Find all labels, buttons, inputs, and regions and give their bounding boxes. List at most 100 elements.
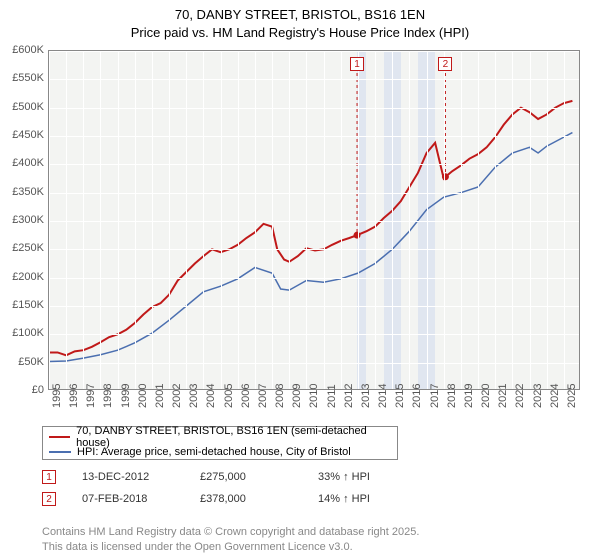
x-axis-label: 2007 (257, 384, 269, 408)
x-axis-label: 2014 (377, 384, 389, 408)
plot-region: 12 (48, 50, 580, 390)
x-axis-label: 2013 (360, 384, 372, 408)
gridline-v (289, 51, 290, 389)
x-axis-label: 2019 (463, 384, 475, 408)
gridline-h (49, 108, 579, 109)
sale-row-badge: 2 (42, 492, 56, 506)
x-axis-label: 2012 (343, 384, 355, 408)
gridline-v (152, 51, 153, 389)
sale-delta: 14% ↑ HPI (318, 493, 418, 505)
x-axis-label: 2010 (308, 384, 320, 408)
chart-title: 70, DANBY STREET, BRISTOL, BS16 1EN Pric… (0, 0, 600, 42)
x-axis-label: 2006 (240, 384, 252, 408)
chart-area: 12 £0£50K£100K£150K£200K£250K£300K£350K£… (48, 50, 580, 390)
gridline-h (49, 164, 579, 165)
sale-delta: 33% ↑ HPI (318, 471, 418, 483)
y-axis-label: £150K (12, 299, 44, 311)
legend-swatch (49, 451, 71, 453)
gridline-v (341, 51, 342, 389)
gridline-v (186, 51, 187, 389)
gridline-h (49, 278, 579, 279)
gridline-v (547, 51, 548, 389)
title-line2: Price paid vs. HM Land Registry's House … (0, 24, 600, 42)
x-axis-label: 1996 (68, 384, 80, 408)
gridline-v (461, 51, 462, 389)
gridline-v (169, 51, 170, 389)
footer-line2: This data is licensed under the Open Gov… (42, 540, 419, 554)
gridline-h (49, 79, 579, 80)
x-axis-label: 2018 (446, 384, 458, 408)
sale-events: 113-DEC-2012£275,00033% ↑ HPI207-FEB-201… (42, 466, 418, 510)
sale-row: 2 07-FEB-2018 £378,000 14% ↑ HPI (42, 488, 418, 510)
gridline-v (135, 51, 136, 389)
chart-container: 70, DANBY STREET, BRISTOL, BS16 1EN Pric… (0, 0, 600, 560)
sale-price: £378,000 (200, 493, 300, 505)
gridline-h (49, 334, 579, 335)
y-axis-label: £350K (12, 186, 44, 198)
gridline-v (49, 51, 50, 389)
x-axis-label: 1995 (51, 384, 63, 408)
x-axis-label: 2009 (291, 384, 303, 408)
sale-row: 113-DEC-2012£275,00033% ↑ HPI (42, 466, 418, 488)
gridline-v (564, 51, 565, 389)
y-axis-label: £550K (12, 72, 44, 84)
x-axis-label: 2022 (514, 384, 526, 408)
gridline-v (83, 51, 84, 389)
x-axis-label: 2011 (326, 384, 338, 408)
x-axis-label: 2025 (566, 384, 578, 408)
gridline-h (49, 306, 579, 307)
legend-label: HPI: Average price, semi-detached house,… (77, 446, 351, 458)
series-line (49, 101, 572, 355)
gridline-v (530, 51, 531, 389)
sale-price: £275,000 (200, 471, 300, 483)
y-axis-label: £100K (12, 327, 44, 339)
y-axis-label: £450K (12, 129, 44, 141)
gridline-v (324, 51, 325, 389)
x-axis-label: 2008 (274, 384, 286, 408)
gridline-h (49, 221, 579, 222)
legend-swatch (49, 436, 70, 438)
x-axis-label: 2021 (497, 384, 509, 408)
footer-attribution: Contains HM Land Registry data © Crown c… (42, 525, 419, 554)
x-axis-label: 2015 (394, 384, 406, 408)
gridline-v (272, 51, 273, 389)
x-axis-label: 2023 (532, 384, 544, 408)
title-line1: 70, DANBY STREET, BRISTOL, BS16 1EN (0, 6, 600, 24)
x-axis-label: 2004 (205, 384, 217, 408)
x-axis-label: 2024 (549, 384, 561, 408)
sale-date: 13-DEC-2012 (82, 471, 182, 483)
gridline-v (221, 51, 222, 389)
x-axis-label: 1997 (85, 384, 97, 408)
legend-item: 70, DANBY STREET, BRISTOL, BS16 1EN (sem… (49, 429, 391, 444)
y-axis-label: £250K (12, 242, 44, 254)
x-axis-label: 2016 (411, 384, 423, 408)
x-axis-label: 1999 (120, 384, 132, 408)
sale-marker-box: 1 (350, 57, 364, 71)
gridline-v (118, 51, 119, 389)
gridline-v (255, 51, 256, 389)
y-axis-label: £600K (12, 44, 44, 56)
x-axis-label: 1998 (102, 384, 114, 408)
gridline-v (478, 51, 479, 389)
gridline-v (238, 51, 239, 389)
gridline-v (427, 51, 428, 389)
x-axis-label: 2003 (188, 384, 200, 408)
footer-line1: Contains HM Land Registry data © Crown c… (42, 525, 419, 539)
y-axis-label: £200K (12, 271, 44, 283)
gridline-v (358, 51, 359, 389)
gridline-v (512, 51, 513, 389)
sale-date: 07-FEB-2018 (82, 493, 182, 505)
gridline-v (409, 51, 410, 389)
gridline-v (306, 51, 307, 389)
gridline-v (66, 51, 67, 389)
gridline-h (49, 363, 579, 364)
legend-item: HPI: Average price, semi-detached house,… (49, 444, 391, 459)
x-axis-label: 2017 (429, 384, 441, 408)
gridline-h (49, 249, 579, 250)
gridline-v (495, 51, 496, 389)
gridline-v (444, 51, 445, 389)
gridline-h (49, 136, 579, 137)
series-line (49, 133, 572, 362)
x-axis-label: 2002 (171, 384, 183, 408)
gridline-h (49, 193, 579, 194)
